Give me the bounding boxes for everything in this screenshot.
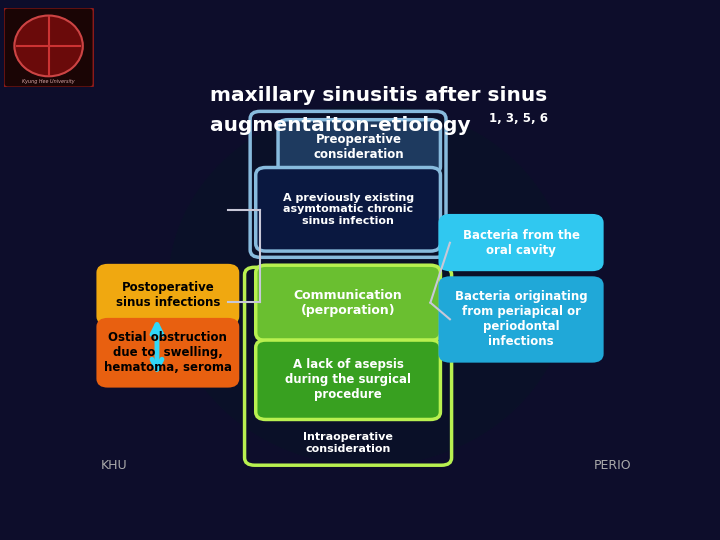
FancyBboxPatch shape [278, 120, 441, 174]
FancyBboxPatch shape [256, 167, 441, 251]
Text: maxillary sinusitis after sinus: maxillary sinusitis after sinus [210, 86, 547, 105]
Text: Intraoperative
consideration: Intraoperative consideration [303, 433, 393, 454]
Text: A lack of asepsis
during the surgical
procedure: A lack of asepsis during the surgical pr… [285, 358, 411, 401]
FancyBboxPatch shape [4, 8, 94, 87]
Text: A previously existing
asymtomatic chronic
sinus infection: A previously existing asymtomatic chroni… [282, 193, 413, 226]
FancyBboxPatch shape [440, 278, 602, 361]
FancyBboxPatch shape [256, 265, 441, 341]
FancyBboxPatch shape [98, 265, 238, 324]
Text: Bacteria originating
from periapical or
periodontal
infections: Bacteria originating from periapical or … [455, 291, 588, 348]
Text: Communication
(perporation): Communication (perporation) [294, 289, 402, 317]
Text: Kyung Hee University: Kyung Hee University [22, 79, 75, 84]
Text: Bacteria from the
oral cavity: Bacteria from the oral cavity [462, 228, 580, 256]
Text: Ostial obstruction
due to  swelling,
hematoma, seroma: Ostial obstruction due to swelling, hema… [104, 331, 232, 374]
FancyBboxPatch shape [440, 215, 602, 270]
Text: Postoperative
sinus infections: Postoperative sinus infections [116, 280, 220, 308]
Text: augmentaiton-etiology: augmentaiton-etiology [210, 116, 477, 134]
Ellipse shape [168, 104, 570, 466]
Text: KHU: KHU [101, 460, 127, 472]
Text: 1, 3, 5, 6: 1, 3, 5, 6 [489, 112, 548, 125]
Text: Preoperative
consideration: Preoperative consideration [314, 133, 405, 161]
Circle shape [14, 16, 83, 76]
Text: PERIO: PERIO [593, 460, 631, 472]
FancyBboxPatch shape [98, 319, 238, 386]
FancyBboxPatch shape [256, 340, 441, 420]
